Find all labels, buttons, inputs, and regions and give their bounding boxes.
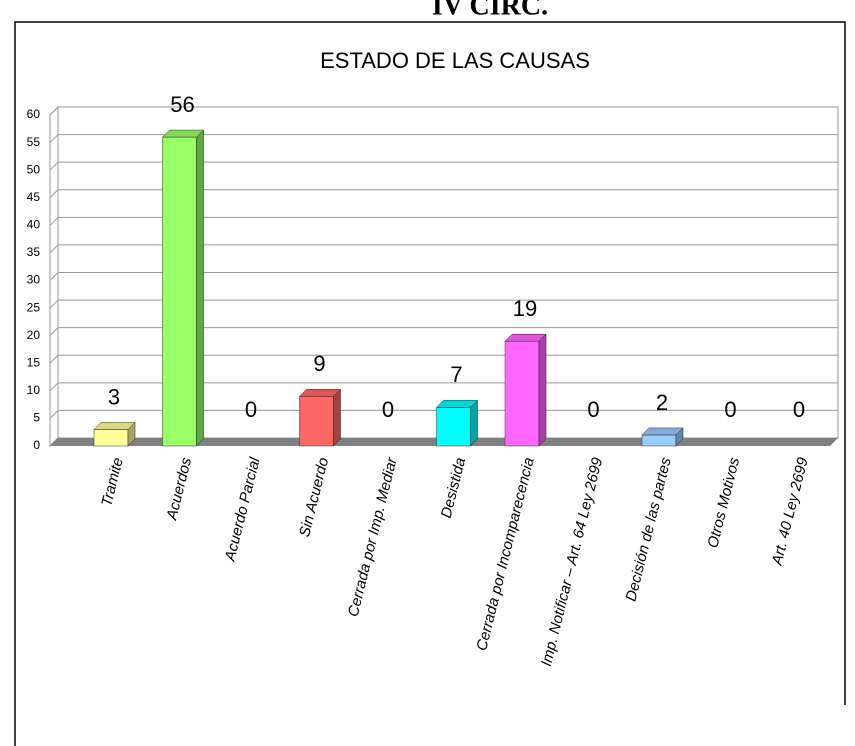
x-tick-label: Sin Acuerdo	[296, 456, 332, 539]
x-tick-label: Otros Motivos	[704, 455, 743, 549]
y-tick-label: 60	[27, 107, 41, 121]
y-tick-label: 35	[27, 245, 41, 259]
value-label: 0	[724, 397, 736, 422]
grid-line	[49, 409, 838, 419]
x-tick-label: Cerrada por Imp. Mediar	[345, 455, 401, 619]
grid-line	[49, 161, 838, 171]
bar-top	[641, 427, 684, 436]
bar-side	[333, 388, 341, 447]
page-header: IV CIRC.	[432, 0, 548, 21]
x-tick-label: Cerrada por Incomparecencia	[473, 456, 538, 653]
y-tick-label: 20	[27, 328, 41, 342]
bar-top	[161, 129, 205, 138]
y-tick-label: 15	[27, 355, 41, 369]
bar-side	[196, 129, 204, 447]
bar-front	[93, 429, 129, 447]
bar-top	[298, 389, 342, 397]
grid-line	[49, 299, 838, 309]
grid-line	[49, 354, 838, 364]
x-tick-label: Imp. Notificar – Art. 64 Ley 2699	[538, 455, 607, 668]
bar-front	[436, 407, 471, 447]
value-label: 2	[656, 390, 668, 415]
bar-front	[162, 136, 197, 447]
value-label: 56	[170, 92, 194, 117]
y-tick-label: 30	[27, 273, 41, 287]
value-label: 0	[793, 397, 805, 422]
y-tick-label: 10	[27, 383, 41, 397]
x-tick-label: Acuerdo Parcial	[221, 455, 264, 563]
bar-front	[299, 396, 334, 447]
grid-line	[49, 134, 838, 143]
value-label: 0	[587, 397, 599, 422]
frame	[14, 21, 846, 746]
bar-top	[93, 422, 136, 430]
bar-side	[538, 333, 547, 447]
value-label: 9	[313, 351, 325, 376]
value-label: 0	[245, 397, 257, 422]
value-label: 3	[108, 384, 120, 409]
value-label: 19	[513, 296, 537, 321]
chart-title: ESTADO DE LAS CAUSAS	[320, 48, 590, 73]
x-tick-label: Desistida	[438, 456, 469, 520]
grid-line	[49, 216, 838, 226]
y-tick-label: 55	[27, 135, 41, 149]
y-tick-label: 45	[27, 190, 41, 204]
y-tick-label: 5	[33, 411, 40, 425]
y-tick-label: 40	[27, 218, 41, 232]
y-tick-label: 25	[27, 300, 41, 314]
y-tick-label: 50	[27, 162, 41, 176]
bar-front	[641, 434, 677, 447]
x-tick-label: Tramite	[98, 456, 127, 508]
value-label: 0	[382, 397, 394, 422]
grid-line	[49, 244, 838, 254]
grid-line	[49, 382, 838, 392]
bar-top	[504, 333, 547, 342]
bar-top	[435, 400, 479, 408]
grid-line	[49, 106, 838, 116]
grid-line	[49, 272, 838, 281]
bar-side	[470, 399, 478, 447]
grid-line	[49, 327, 838, 337]
x-tick-label: Acuerdos	[163, 455, 195, 522]
x-tick-label: Decisión de las partes	[623, 455, 675, 603]
y-tick-label: 0	[33, 438, 40, 452]
value-label: 7	[450, 362, 462, 387]
bar-front	[504, 340, 540, 447]
x-tick-label: Art. 40 Ley 2699	[768, 455, 812, 568]
grid-line	[49, 189, 838, 199]
